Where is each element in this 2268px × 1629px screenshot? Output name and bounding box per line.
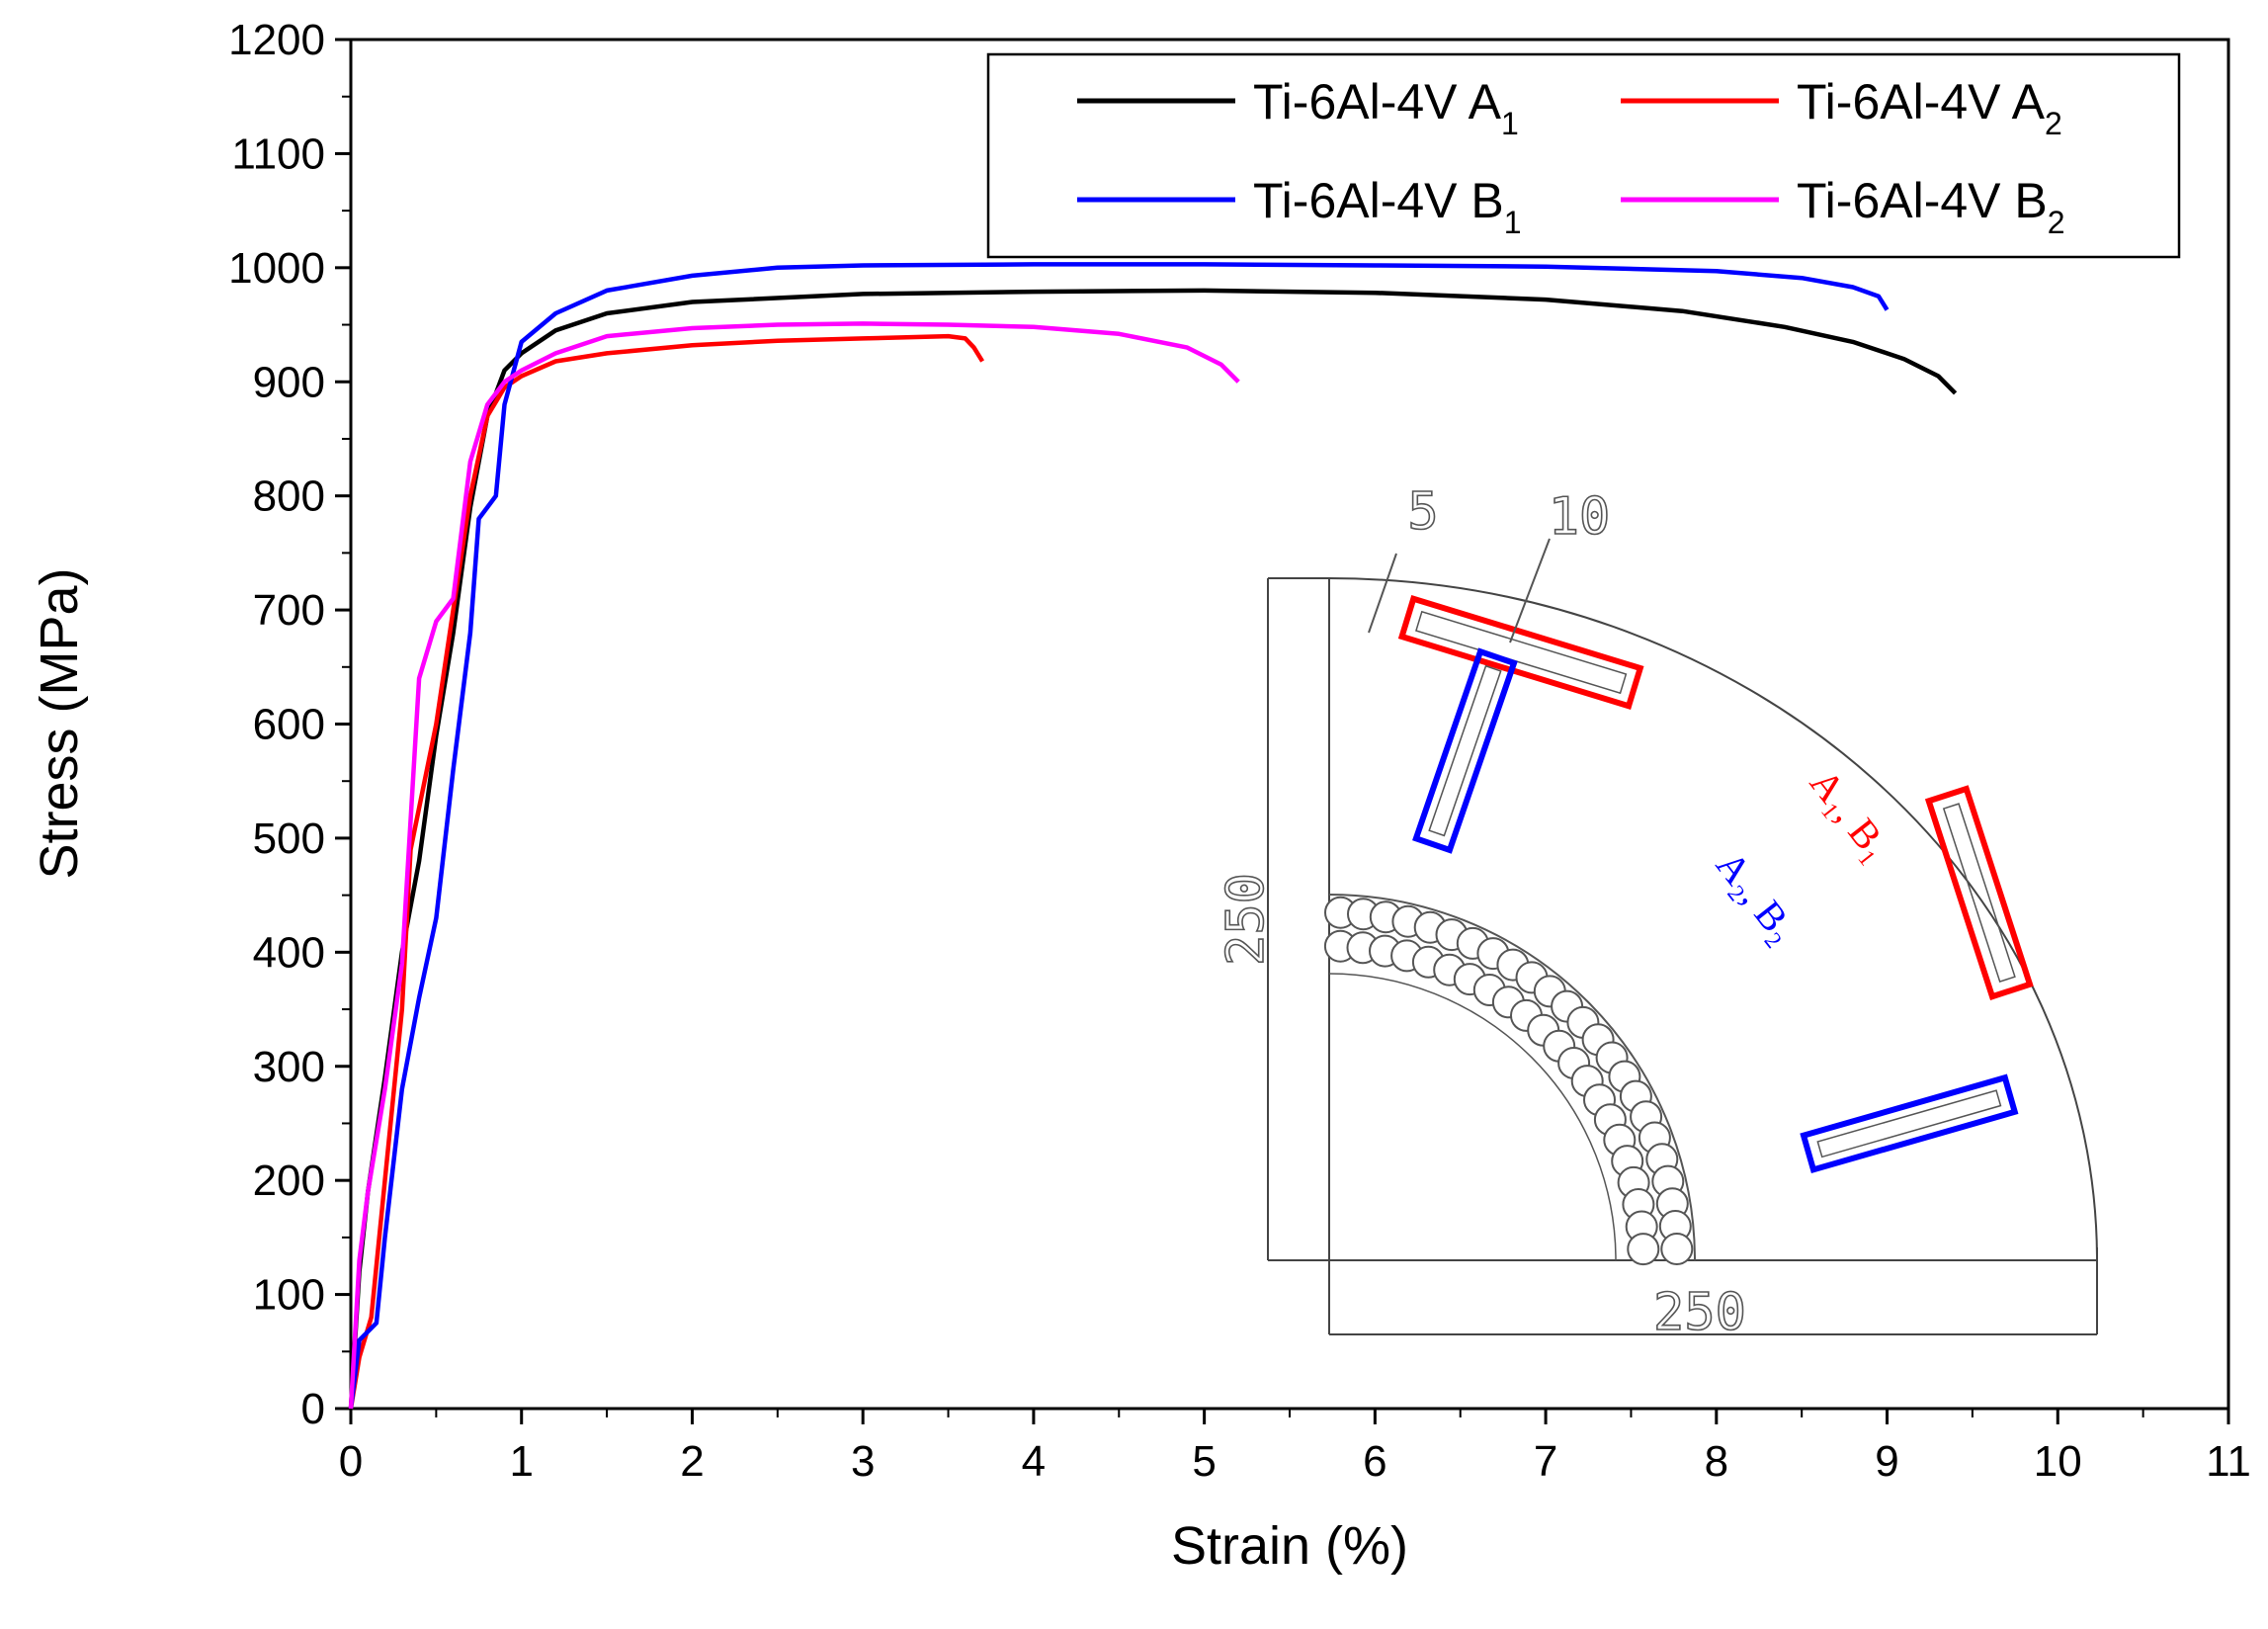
y-axis: 0 100 200 300 400 500 600 700 800 900 1000 1100 1200 (228, 16, 351, 1433)
y-tick-label: 1100 (231, 129, 325, 178)
inset-outer-arc (1328, 577, 2098, 1261)
inset-leader-5 (1368, 553, 1397, 634)
y-tick-label: 700 (253, 586, 325, 635)
specimen-right-blue (1800, 1073, 2019, 1174)
series-line-b2 (348, 321, 1240, 1410)
y-tick-label: 1200 (228, 16, 325, 64)
y-tick-label: 200 (253, 1157, 325, 1205)
x-tick-label: 11 (2206, 1437, 2251, 1486)
legend: Ti-6Al-4V A1 Ti-6Al-4V A2 Ti-6Al-4V B1 Ti-6… (986, 52, 2181, 259)
x-tick-label: 5 (1192, 1437, 1216, 1486)
y-tick-label: 0 (301, 1385, 325, 1433)
y-tick-label: 100 (253, 1271, 325, 1320)
sample-layout-inset: 250 250 5 10 A₁, B₁ A₂, B₂ (1216, 481, 2100, 1343)
specimen-top-blue (1412, 647, 1518, 854)
y-axis-title: Stress (MPa) (30, 567, 89, 879)
legend-label: Ti-6Al-4V A2 (1797, 74, 2062, 141)
x-tick-label: 8 (1705, 1437, 1728, 1486)
x-tick-label: 10 (2034, 1437, 2082, 1486)
x-axis-title: Strain (%) (1171, 1516, 1408, 1576)
x-tick-label: 9 (1875, 1437, 1898, 1486)
y-tick-label: 800 (253, 472, 325, 521)
series-line-b1 (348, 262, 1890, 1410)
inset-dim-5: 5 (1407, 482, 1438, 542)
x-tick-label: 1 (509, 1437, 533, 1486)
inset-hole-band (1323, 894, 1696, 1266)
inset-dim-width: 250 (1653, 1283, 1746, 1342)
y-tick-label: 900 (253, 358, 325, 406)
x-axis: 0 1 2 3 4 5 6 7 8 9 10 11 (339, 1409, 2251, 1486)
x-tick-label: 3 (851, 1437, 875, 1486)
legend-box (986, 52, 2181, 259)
specimen-right-red (1924, 785, 2034, 1000)
series-group (348, 262, 1958, 1410)
legend-label: Ti-6Al-4V A1 (1253, 74, 1519, 141)
legend-label: Ti-6Al-4V B2 (1797, 173, 2065, 240)
x-tick-label: 2 (680, 1437, 704, 1486)
inset-leader-10 (1509, 538, 1551, 643)
y-tick-label: 300 (253, 1043, 325, 1091)
y-tick-label: 500 (253, 814, 325, 863)
inset-hole (1627, 1233, 1660, 1266)
inset-hole (1660, 1233, 1694, 1265)
inset-dim-height: 250 (1217, 873, 1276, 966)
legend-label: Ti-6Al-4V B1 (1253, 173, 1522, 240)
specimen-top-red (1397, 595, 1644, 710)
x-tick-label: 4 (1022, 1437, 1046, 1486)
y-tick-label: 400 (253, 928, 325, 977)
x-tick-label: 7 (1534, 1437, 1557, 1486)
y-tick-label: 1000 (228, 244, 325, 293)
x-tick-label: 0 (339, 1437, 363, 1486)
y-tick-label: 600 (253, 701, 325, 749)
inset-dim-10: 10 (1549, 487, 1611, 547)
x-tick-label: 6 (1363, 1437, 1386, 1486)
series-line-a2 (348, 333, 985, 1410)
